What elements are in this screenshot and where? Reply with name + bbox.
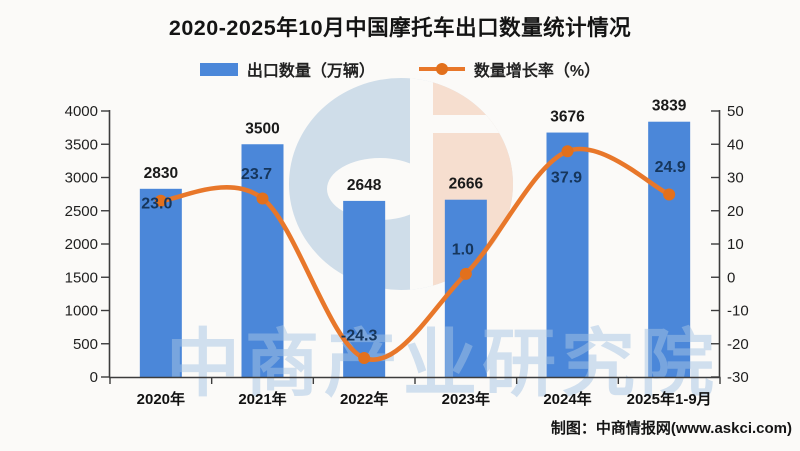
svg-text:1500: 1500 [65, 269, 98, 286]
bar-swatch-icon [199, 62, 238, 76]
svg-text:40: 40 [727, 136, 744, 153]
svg-text:1.0: 1.0 [452, 241, 474, 258]
svg-text:2830: 2830 [144, 165, 178, 182]
svg-text:20: 20 [727, 203, 744, 220]
svg-text:1000: 1000 [65, 303, 98, 320]
credit-text: 制图：中商情报网(www.askci.com) [550, 420, 792, 437]
page-title: 2020-2025年10月中国摩托车出口数量统计情况 [168, 16, 632, 40]
svg-text:-24.3: -24.3 [341, 328, 378, 345]
svg-text:2022年: 2022年 [340, 390, 388, 408]
svg-text:-30: -30 [727, 369, 749, 386]
svg-text:24.9: 24.9 [655, 159, 686, 176]
svg-text:23.7: 23.7 [241, 166, 272, 183]
svg-text:2648: 2648 [347, 177, 382, 194]
svg-text:0: 0 [727, 269, 735, 286]
svg-text:10: 10 [727, 236, 744, 253]
svg-text:23.0: 23.0 [141, 195, 172, 212]
legend-label-growth: 数量增长率（%） [473, 63, 601, 80]
line-marker-icon [418, 62, 465, 76]
svg-text:2024年: 2024年 [543, 390, 591, 408]
svg-text:-20: -20 [727, 336, 749, 353]
watermark-text: 中商产业研究院 [166, 322, 719, 405]
svg-text:3839: 3839 [652, 98, 687, 115]
legend-item-growth: 数量增长率（%） [418, 57, 601, 81]
svg-text:500: 500 [73, 336, 98, 353]
svg-text:50: 50 [727, 103, 744, 120]
svg-text:2023年: 2023年 [442, 390, 490, 408]
svg-text:-10: -10 [727, 303, 749, 320]
line-series [154, 145, 676, 365]
svg-text:3500: 3500 [245, 120, 279, 137]
legend: 出口数量（万辆） 数量增长率（%） [0, 57, 800, 81]
svg-text:4000: 4000 [65, 103, 98, 120]
svg-text:0: 0 [90, 369, 98, 386]
svg-text:2000: 2000 [65, 236, 98, 253]
svg-text:2025年1-9月: 2025年1-9月 [627, 390, 712, 408]
legend-label-exports: 出口数量（万辆） [246, 63, 375, 80]
svg-text:3000: 3000 [65, 170, 98, 187]
svg-text:30: 30 [727, 170, 744, 187]
legend-item-exports: 出口数量（万辆） [199, 57, 375, 81]
svg-text:3500: 3500 [65, 136, 98, 153]
axes: 05001000150020002500300035004000-30-20-1… [65, 103, 749, 408]
svg-text:2020年: 2020年 [137, 390, 185, 408]
svg-text:2500: 2500 [65, 203, 98, 220]
data-labels: 2830 3500 2648 2666 3676 3839 23.0 23.7 -24.3 1.0… [141, 98, 687, 345]
svg-text:2666: 2666 [449, 176, 484, 193]
svg-text:3676: 3676 [550, 109, 585, 126]
svg-text:37.9: 37.9 [551, 170, 582, 187]
svg-text:2021年: 2021年 [238, 390, 286, 408]
